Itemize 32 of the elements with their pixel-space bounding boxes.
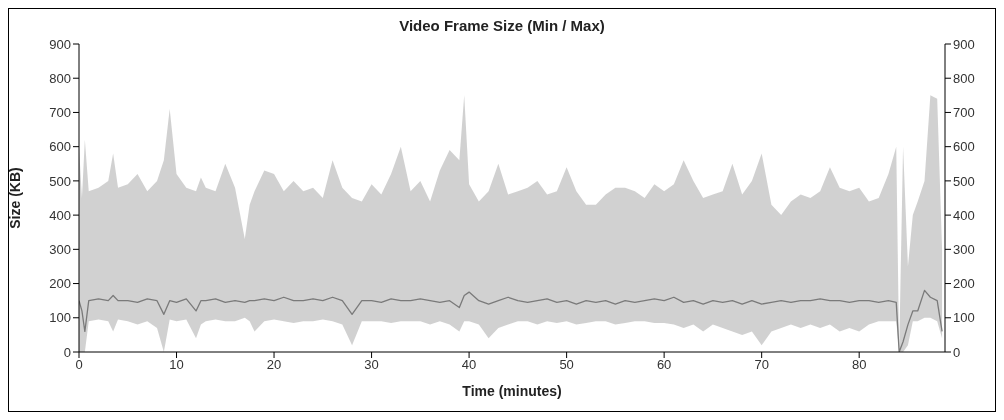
- x-tick-label: 50: [559, 357, 574, 373]
- y-tick-label: 500: [49, 173, 71, 189]
- y2-tick-label: 500: [953, 173, 975, 189]
- y-tick-label: 0: [63, 344, 71, 360]
- y2-tick-label: 300: [953, 241, 975, 257]
- y2-tick-label: 600: [953, 139, 975, 155]
- x-tick-label: 0: [75, 357, 83, 373]
- y-tick-label: 800: [49, 70, 71, 86]
- y-tick-label: 700: [49, 105, 71, 121]
- x-tick-label: 70: [754, 357, 769, 373]
- x-tick-label: 40: [461, 357, 477, 373]
- y2-tick-label: 900: [953, 36, 975, 52]
- y-tick-label: 900: [49, 36, 71, 52]
- x-axis-title: Time (minutes): [462, 383, 562, 399]
- x-tick-label: 60: [656, 357, 672, 373]
- x-tick-label: 80: [851, 357, 867, 373]
- y-axis-title: Size (KB): [6, 167, 23, 229]
- y2-tick-label: 800: [953, 70, 975, 86]
- y-tick-label: 100: [49, 310, 71, 326]
- y2-tick-label: 0: [953, 344, 961, 360]
- y2-tick-label: 200: [953, 276, 975, 292]
- y-tick-label: 400: [49, 207, 71, 223]
- y2-tick-label: 700: [953, 105, 975, 121]
- y2-tick-label: 100: [953, 310, 975, 326]
- x-tick-label: 10: [169, 357, 184, 373]
- y-tick-label: 300: [49, 241, 71, 257]
- x-tick-label: 30: [364, 357, 379, 373]
- y2-tick-label: 400: [953, 207, 975, 223]
- y-tick-label: 600: [49, 139, 71, 155]
- x-tick-label: 20: [266, 357, 282, 373]
- chart-title: Video Frame Size (Min / Max): [398, 17, 606, 34]
- y-tick-label: 200: [49, 276, 71, 292]
